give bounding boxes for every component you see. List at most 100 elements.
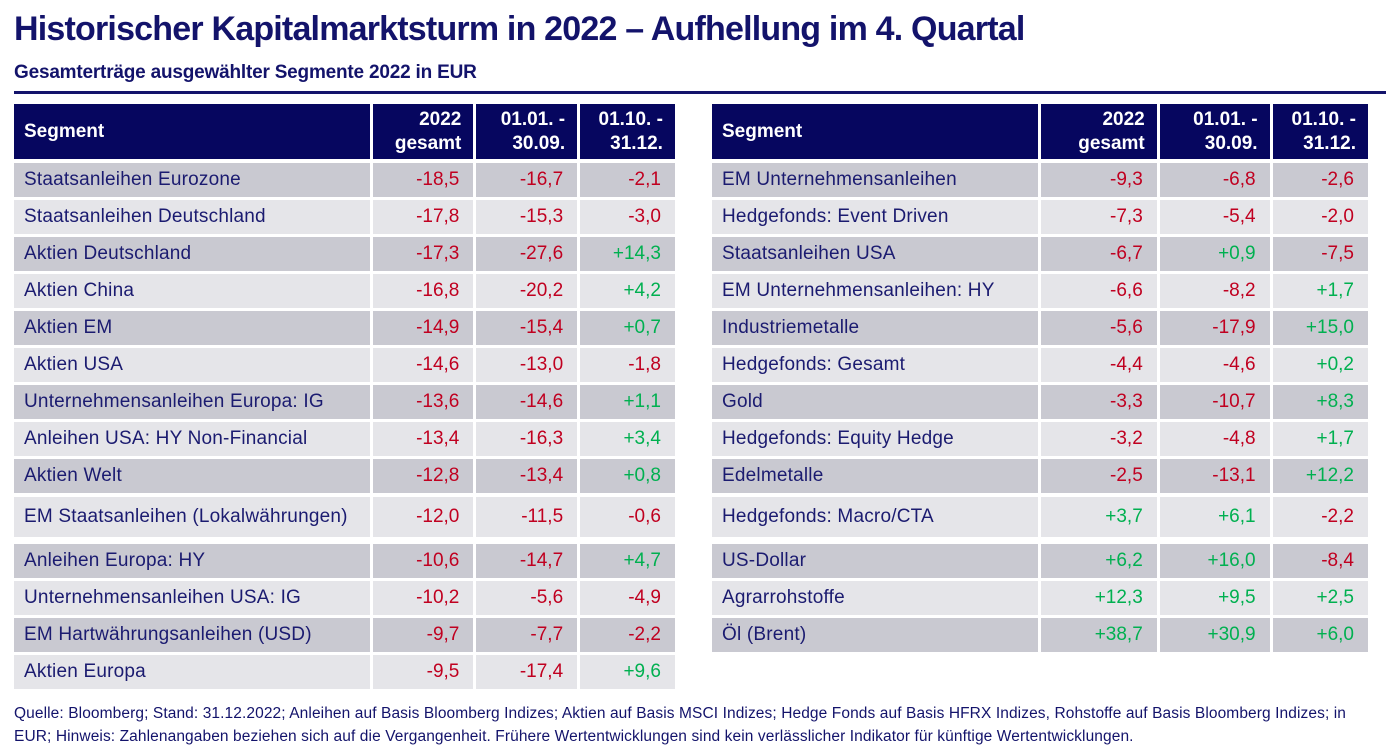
row-value-2022-gesamt: +6,2 <box>1038 544 1157 579</box>
row-value-jan-sep: -8,2 <box>1156 274 1270 309</box>
row-value-2022-gesamt: -6,7 <box>1038 237 1157 272</box>
row-value-okt-dez: +3,4 <box>577 422 675 457</box>
row-value-okt-dez: +9,6 <box>577 655 675 690</box>
row-value-jan-sep: -16,3 <box>473 422 577 457</box>
row-label: Staatsanleihen Eurozone <box>24 169 241 191</box>
row-value-jan-sep: +9,5 <box>1156 581 1270 616</box>
row-value-okt-dez: +0,2 <box>1269 348 1368 383</box>
row-label: Unternehmensanleihen USA: IG <box>24 587 302 609</box>
row-label: Anleihen USA: HY Non-Financial <box>24 428 308 450</box>
row-value-okt-dez: +4,7 <box>577 544 675 579</box>
table-row: US-Dollar +6,2 +16,0 -8,4 <box>712 544 1368 579</box>
row-label: Aktien Welt <box>24 465 122 487</box>
row-value-jan-sep: +0,9 <box>1156 237 1270 272</box>
row-value-2022-gesamt: -14,6 <box>370 348 473 383</box>
returns-table-right: Segment 2022 gesamt 01.01. - 30.09. 01.10. … <box>712 104 1368 655</box>
row-value-jan-sep: +30,9 <box>1156 618 1270 653</box>
table-row: Edelmetalle -2,5 -13,1 +12,2 <box>712 459 1368 494</box>
row-value-okt-dez: +8,3 <box>1269 385 1368 420</box>
row-value-okt-dez: -1,8 <box>577 348 675 383</box>
table-row: Gold -3,3 -10,7 +8,3 <box>712 385 1368 420</box>
table-row: Staatsanleihen Deutschland -17,8 -15,3 -3,0 <box>14 200 675 235</box>
row-label: Aktien Europa <box>24 661 146 683</box>
row-label: Unternehmensanleihen Europa: IG <box>24 391 324 413</box>
row-value-okt-dez: -7,5 <box>1269 237 1368 272</box>
row-value-okt-dez: +1,1 <box>577 385 675 420</box>
row-label: Öl (Brent) <box>722 624 807 646</box>
row-value-okt-dez: +0,8 <box>577 459 675 494</box>
header-cell-segment: Segment <box>24 121 105 142</box>
row-value-2022-gesamt: -3,2 <box>1038 422 1157 457</box>
row-value-2022-gesamt: -3,3 <box>1038 385 1157 420</box>
row-value-jan-sep: +6,1 <box>1156 497 1270 538</box>
row-value-okt-dez: -0,6 <box>577 497 675 538</box>
table-row: Staatsanleihen USA -6,7 +0,9 -7,5 <box>712 237 1368 272</box>
row-value-okt-dez: +2,5 <box>1269 581 1368 616</box>
row-value-jan-sep: -11,5 <box>473 497 577 538</box>
row-label: Hedgefonds: Gesamt <box>722 354 906 376</box>
table-row: Anleihen Europa: HY -10,6 -14,7 +4,7 <box>14 544 675 579</box>
row-value-jan-sep: -7,7 <box>473 618 577 653</box>
table-row: Aktien Europa -9,5 -17,4 +9,6 <box>14 655 675 690</box>
row-value-okt-dez: -8,4 <box>1269 544 1368 579</box>
table-row: EM Unternehmensanleihen: HY -6,6 -8,2 +1,7 <box>712 274 1368 309</box>
header-cell-jan-sep: 01.01. - 30.09. <box>473 104 577 160</box>
row-label: EM Hartwährungsanleihen (USD) <box>24 624 312 646</box>
row-value-okt-dez: -3,0 <box>577 200 675 235</box>
table-row: EM Hartwährungsanleihen (USD) -9,7 -7,7 -2,… <box>14 618 675 653</box>
row-value-okt-dez: +6,0 <box>1269 618 1368 653</box>
row-label: Aktien USA <box>24 354 124 376</box>
row-value-jan-sep: -20,2 <box>473 274 577 309</box>
row-value-2022-gesamt: -9,7 <box>370 618 473 653</box>
row-value-2022-gesamt: -4,4 <box>1038 348 1157 383</box>
row-value-jan-sep: -16,7 <box>473 163 577 198</box>
table-row: Hedgefonds: Event Driven -7,3 -5,4 -2,0 <box>712 200 1368 235</box>
table-row: EM Unternehmensanleihen -9,3 -6,8 -2,6 <box>712 163 1368 198</box>
row-value-okt-dez: -4,9 <box>577 581 675 616</box>
row-value-2022-gesamt: -9,3 <box>1038 163 1157 198</box>
table-body: EM Unternehmensanleihen -9,3 -6,8 -2,6 Hedge… <box>712 163 1368 653</box>
row-value-okt-dez: +0,7 <box>577 311 675 346</box>
row-value-2022-gesamt: +3,7 <box>1038 497 1157 538</box>
returns-table-left: Segment 2022 gesamt 01.01. - 30.09. 01.10. … <box>14 104 675 692</box>
row-value-jan-sep: -27,6 <box>473 237 577 272</box>
row-label: Edelmetalle <box>722 465 824 487</box>
row-value-jan-sep: -14,7 <box>473 544 577 579</box>
table-row: Industriemetalle -5,6 -17,9 +15,0 <box>712 311 1368 346</box>
table-row: Aktien Welt -12,8 -13,4 +0,8 <box>14 459 675 494</box>
row-value-2022-gesamt: -17,3 <box>370 237 473 272</box>
row-value-2022-gesamt: -9,5 <box>370 655 473 690</box>
row-value-okt-dez: -2,2 <box>577 618 675 653</box>
row-label: Hedgefonds: Event Driven <box>722 206 949 228</box>
header-cell-2022-gesamt: 2022 gesamt <box>1038 104 1157 160</box>
table-row: Unternehmensanleihen USA: IG -10,2 -5,6 -4,… <box>14 581 675 616</box>
row-value-jan-sep: -13,0 <box>473 348 577 383</box>
row-value-2022-gesamt: -10,2 <box>370 581 473 616</box>
row-value-2022-gesamt: -14,9 <box>370 311 473 346</box>
header-cell-2022-gesamt: 2022 gesamt <box>370 104 473 160</box>
row-value-okt-dez: +4,2 <box>577 274 675 309</box>
row-label: Industriemetalle <box>722 317 860 339</box>
row-value-okt-dez: +12,2 <box>1269 459 1368 494</box>
table-row: Aktien Deutschland -17,3 -27,6 +14,3 <box>14 237 675 272</box>
row-value-2022-gesamt: -13,6 <box>370 385 473 420</box>
row-value-jan-sep: -17,9 <box>1156 311 1270 346</box>
row-label: Aktien China <box>24 280 135 302</box>
row-value-jan-sep: -5,6 <box>473 581 577 616</box>
row-value-2022-gesamt: -2,5 <box>1038 459 1157 494</box>
table-row: Aktien EM -14,9 -15,4 +0,7 <box>14 311 675 346</box>
table-row: Aktien China -16,8 -20,2 +4,2 <box>14 274 675 309</box>
row-value-jan-sep: -5,4 <box>1156 200 1270 235</box>
table-body: Staatsanleihen Eurozone -18,5 -16,7 -2,1 Sta… <box>14 163 675 690</box>
table-row: Aktien USA -14,6 -13,0 -1,8 <box>14 348 675 383</box>
subtitle-underline: Gesamterträge ausgewählter Segmente 2022… <box>14 62 1386 95</box>
row-value-jan-sep: -17,4 <box>473 655 577 690</box>
row-value-jan-sep: -15,3 <box>473 200 577 235</box>
row-label: Hedgefonds: Macro/CTA <box>722 506 934 528</box>
row-value-2022-gesamt: -7,3 <box>1038 200 1157 235</box>
tables-container: Segment 2022 gesamt 01.01. - 30.09. 01.10. … <box>14 104 1386 692</box>
row-value-2022-gesamt: -16,8 <box>370 274 473 309</box>
row-value-jan-sep: -6,8 <box>1156 163 1270 198</box>
row-value-jan-sep: -4,8 <box>1156 422 1270 457</box>
